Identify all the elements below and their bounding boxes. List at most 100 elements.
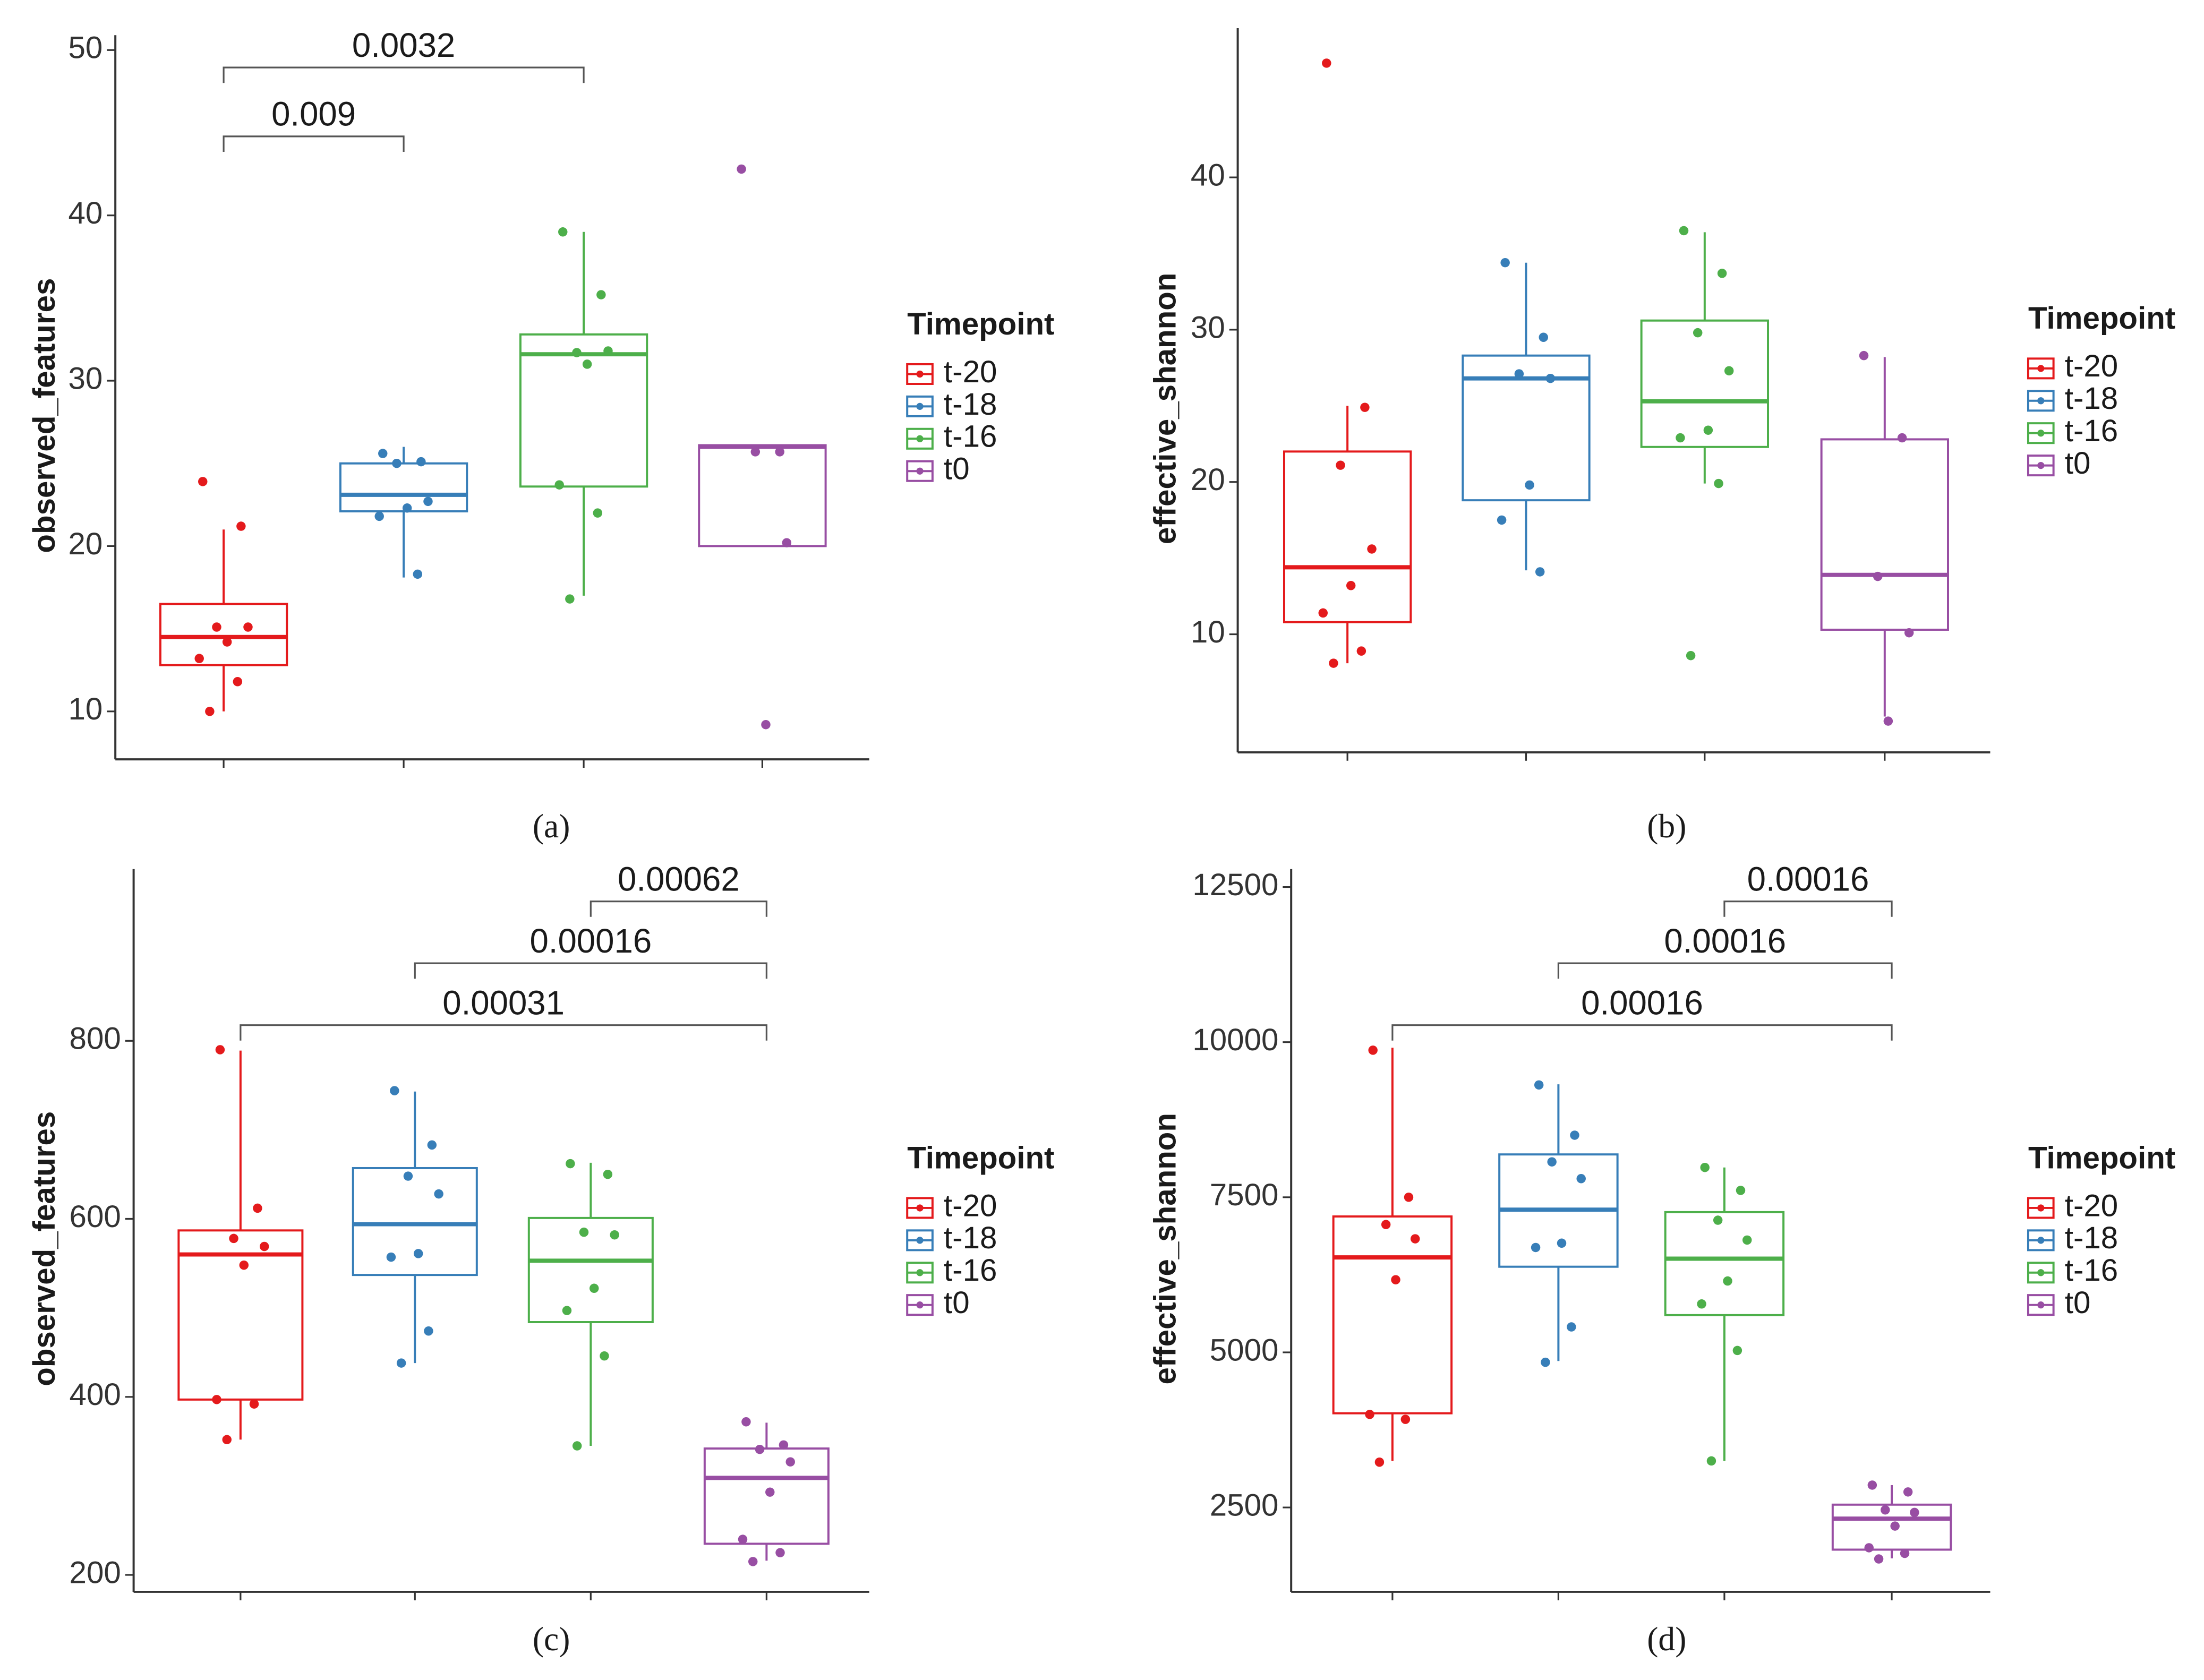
point xyxy=(603,346,613,356)
point xyxy=(1368,1045,1378,1055)
y-tick-label: 10000 xyxy=(1192,1023,1278,1057)
point xyxy=(1545,373,1556,383)
legend-key-dot xyxy=(2037,365,2045,372)
p-value: 0.00031 xyxy=(442,984,565,1022)
point xyxy=(1686,650,1696,661)
y-tick-label: 7500 xyxy=(1210,1178,1279,1212)
point xyxy=(392,458,401,468)
legend-key-dot xyxy=(916,1204,924,1212)
point xyxy=(1365,1410,1374,1419)
point xyxy=(215,1045,225,1055)
bracket xyxy=(240,1024,767,1041)
legend-key-dot xyxy=(916,1237,924,1244)
point xyxy=(413,569,423,579)
y-tick-label: 50 xyxy=(69,31,103,65)
point xyxy=(779,1440,789,1450)
point xyxy=(1724,366,1734,376)
y-tick-label: 20 xyxy=(69,527,103,561)
point xyxy=(1873,571,1883,581)
point xyxy=(1539,332,1548,342)
point xyxy=(1883,716,1893,726)
point xyxy=(1535,567,1545,577)
point xyxy=(593,508,603,518)
legend-label: t-16 xyxy=(2065,414,2118,448)
box xyxy=(352,1167,478,1276)
legend-key-dot xyxy=(2037,1269,2045,1276)
point xyxy=(1706,1456,1716,1466)
y-tick-label: 10 xyxy=(69,692,103,726)
point xyxy=(1679,226,1689,236)
point xyxy=(1867,1480,1877,1490)
point xyxy=(558,227,568,237)
legend-key-dot xyxy=(2037,397,2045,405)
point xyxy=(1567,1322,1576,1332)
point xyxy=(222,1435,232,1445)
point xyxy=(1534,1080,1544,1090)
point xyxy=(775,447,784,457)
legend-key-dot xyxy=(916,1301,924,1309)
legend-key-dot xyxy=(916,1269,924,1276)
box xyxy=(698,444,827,547)
point xyxy=(374,511,384,521)
panel-label: (b) xyxy=(1647,807,1686,845)
point xyxy=(600,1351,609,1361)
point xyxy=(1881,1505,1890,1515)
point xyxy=(603,1169,613,1179)
point xyxy=(738,1535,748,1544)
legend-label: t-18 xyxy=(944,1221,997,1255)
point xyxy=(378,449,388,458)
y-tick-label: 40 xyxy=(1191,158,1225,192)
bracket xyxy=(223,66,585,83)
point xyxy=(1318,608,1328,618)
legend-label: t-20 xyxy=(2065,349,2118,383)
point xyxy=(748,1557,758,1566)
legend-title: Timepoint xyxy=(907,1141,1054,1175)
point xyxy=(1570,1130,1579,1140)
legend-key-dot xyxy=(916,435,924,442)
point xyxy=(765,1487,775,1497)
point xyxy=(222,637,232,647)
legend-label: t-16 xyxy=(944,1253,997,1288)
point xyxy=(423,496,433,507)
point xyxy=(396,1358,406,1368)
box xyxy=(177,1229,304,1401)
legend-label: t0 xyxy=(944,1285,970,1320)
p-value: 0.00016 xyxy=(1747,860,1869,898)
legend-title: Timepoint xyxy=(907,307,1054,341)
y-tick-label: 10 xyxy=(1191,615,1225,649)
legend-label: t-20 xyxy=(944,1188,997,1223)
point xyxy=(1391,1275,1400,1284)
point xyxy=(1497,515,1507,525)
point xyxy=(755,1444,765,1454)
point xyxy=(1360,402,1370,412)
legend-key-dot xyxy=(2037,430,2045,437)
y-tick-label: 30 xyxy=(1191,310,1225,345)
p-value: 0.00016 xyxy=(1581,984,1703,1022)
point xyxy=(1697,1299,1706,1309)
bracket xyxy=(223,135,405,152)
point xyxy=(1714,478,1723,488)
legend-label: t-18 xyxy=(2065,1221,2118,1255)
point xyxy=(1703,425,1713,435)
point xyxy=(239,1260,249,1270)
legend-label: t0 xyxy=(2065,446,2091,481)
point xyxy=(596,290,606,299)
p-value: 0.00062 xyxy=(618,860,740,898)
legend-title: Timepoint xyxy=(2028,301,2175,336)
point xyxy=(236,521,246,531)
point xyxy=(249,1399,259,1409)
box xyxy=(527,1216,654,1323)
point xyxy=(1700,1162,1710,1172)
box xyxy=(339,462,468,513)
point xyxy=(1742,1235,1752,1245)
box xyxy=(519,333,648,488)
point xyxy=(1500,258,1510,268)
point xyxy=(229,1233,238,1244)
y-tick-label: 800 xyxy=(70,1022,121,1056)
y-tick-label: 200 xyxy=(70,1555,121,1590)
point xyxy=(1904,628,1914,638)
point xyxy=(565,594,575,604)
point xyxy=(1576,1174,1586,1184)
point xyxy=(403,1171,413,1181)
point xyxy=(1859,350,1869,361)
